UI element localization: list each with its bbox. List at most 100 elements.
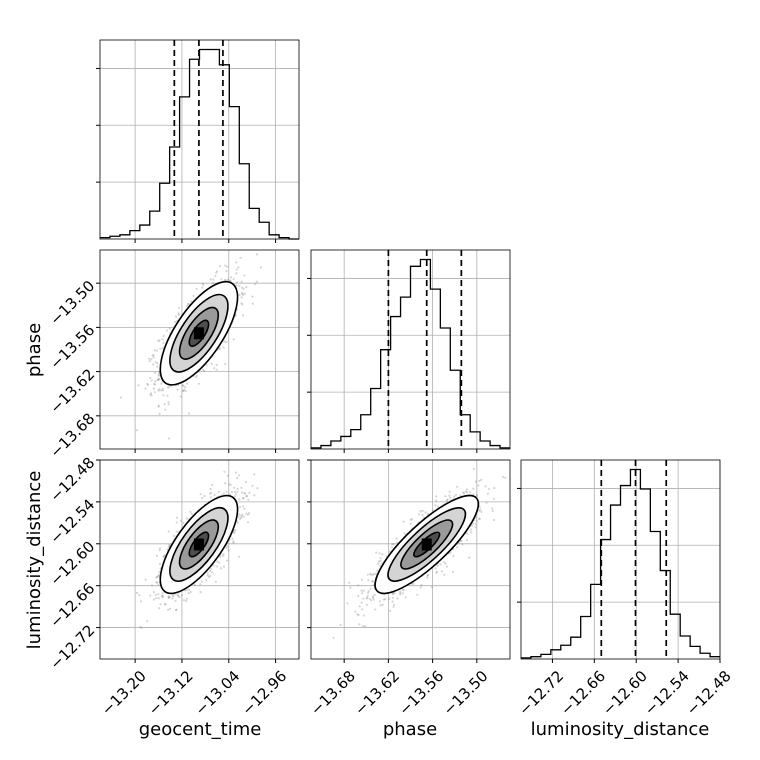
sample-point [365, 597, 368, 600]
sample-point [223, 278, 226, 281]
sample-point [233, 495, 236, 498]
sample-point [374, 608, 377, 611]
sample-point [157, 405, 160, 408]
sample-point [474, 526, 477, 529]
sample-point [182, 521, 185, 525]
sample-point [378, 552, 381, 555]
sample-point [162, 341, 165, 344]
sample-point [248, 491, 251, 494]
sample-point [357, 613, 360, 617]
sample-point [475, 493, 478, 496]
sample-point [214, 274, 217, 278]
sample-point [238, 284, 241, 287]
sample-point [218, 561, 221, 564]
sample-point [243, 507, 246, 510]
sample-point [215, 368, 218, 371]
sample-point [154, 383, 157, 386]
y-tick-label: −12.60 [46, 537, 98, 589]
hist-bin [541, 654, 551, 659]
sample-point [232, 540, 235, 543]
sample-point [358, 605, 361, 608]
sample-point [478, 517, 481, 521]
sample-point [201, 286, 204, 289]
sample-point [209, 487, 212, 491]
sample-point [161, 389, 164, 392]
sample-point [224, 362, 227, 366]
sample-point [181, 384, 184, 387]
sample-point [237, 555, 241, 558]
sample-point [235, 261, 238, 264]
hist-bin [420, 259, 430, 449]
sample-point [212, 564, 215, 567]
sample-point [157, 378, 160, 381]
sample-point [172, 595, 175, 598]
sample-point [238, 293, 241, 297]
sample-point [157, 575, 160, 578]
sample-point [157, 339, 160, 342]
sample-point [178, 596, 181, 599]
sample-point [156, 365, 159, 368]
sample-point [370, 599, 373, 602]
sample-point [226, 545, 229, 548]
sample-point [153, 391, 156, 394]
sample-point [401, 588, 404, 591]
sample-point [168, 385, 171, 388]
sample-point [149, 392, 153, 395]
sample-point [152, 363, 155, 366]
sample-point [412, 582, 415, 585]
sample-point [152, 356, 155, 359]
sample-point [424, 511, 427, 514]
sample-point [392, 543, 395, 546]
sample-point [443, 573, 446, 576]
sample-point [362, 589, 365, 592]
sample-point [161, 338, 164, 341]
sample-point [240, 292, 243, 295]
sample-point [195, 374, 198, 377]
sample-point [242, 497, 245, 500]
sample-point [234, 471, 238, 474]
sample-point [391, 543, 394, 546]
sample-point [465, 488, 469, 491]
sample-point [232, 278, 235, 281]
x-axis-label: luminosity_distance [531, 719, 710, 740]
sample-point [211, 571, 214, 574]
sample-point [454, 493, 457, 496]
sample-point [157, 574, 161, 577]
sample-point [426, 576, 429, 579]
hist-bin [440, 328, 450, 449]
sample-point [151, 354, 154, 357]
sample-point [217, 490, 220, 493]
sample-point [168, 543, 171, 546]
sample-point [268, 443, 270, 445]
sample-point [232, 338, 235, 341]
sample-point [246, 521, 250, 524]
sample-point [153, 349, 156, 352]
sample-point [470, 531, 473, 534]
sample-point [236, 521, 239, 524]
sample-point [201, 282, 204, 285]
sample-point [241, 505, 245, 508]
sample-point [146, 620, 149, 623]
sample-point [410, 518, 413, 521]
hist-bin [551, 650, 561, 659]
sample-point [253, 494, 256, 497]
sample-point [157, 593, 160, 596]
sample-point [237, 266, 240, 269]
sample-point [165, 329, 169, 332]
sample-point [395, 537, 398, 540]
sample-point [225, 547, 228, 550]
hist-bin [640, 489, 650, 659]
sample-point [222, 554, 225, 557]
sample-point [478, 517, 481, 520]
sample-point [460, 539, 463, 543]
sample-point [158, 412, 161, 415]
sample-point [426, 512, 429, 515]
sample-point [468, 556, 471, 559]
sample-point [332, 636, 335, 639]
sample-point [392, 605, 395, 608]
sample-point [434, 504, 437, 507]
sample-point [174, 608, 178, 611]
sample-point [416, 593, 419, 596]
hist-bin [680, 636, 690, 659]
